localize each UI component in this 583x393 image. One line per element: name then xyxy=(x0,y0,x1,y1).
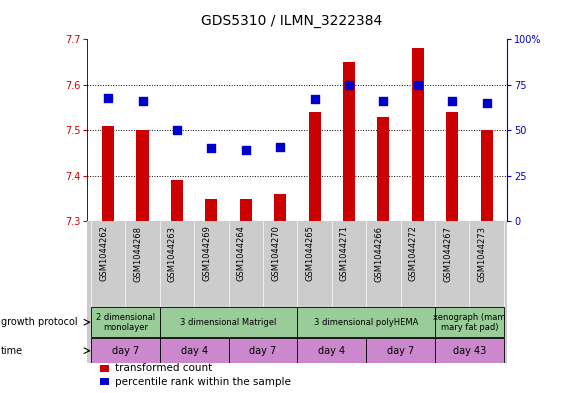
Text: GSM1044266: GSM1044266 xyxy=(374,226,384,281)
Point xyxy=(448,98,457,104)
Text: GSM1044263: GSM1044263 xyxy=(168,226,177,281)
Bar xyxy=(297,307,435,337)
Text: day 4: day 4 xyxy=(318,346,345,356)
Bar xyxy=(343,62,355,221)
Bar xyxy=(91,307,160,337)
Point xyxy=(345,82,354,88)
Bar xyxy=(205,198,217,221)
Point xyxy=(241,147,250,153)
Text: GDS5310 / ILMN_3222384: GDS5310 / ILMN_3222384 xyxy=(201,14,382,28)
Bar xyxy=(91,338,160,363)
Text: 3 dimensional Matrigel: 3 dimensional Matrigel xyxy=(180,318,277,327)
Text: GSM1044273: GSM1044273 xyxy=(477,226,487,281)
Text: GSM1044272: GSM1044272 xyxy=(409,226,418,281)
Text: GSM1044265: GSM1044265 xyxy=(305,226,315,281)
Bar xyxy=(274,194,286,221)
Bar xyxy=(366,338,435,363)
Bar xyxy=(412,48,424,221)
Text: day 4: day 4 xyxy=(181,346,208,356)
Text: GSM1044270: GSM1044270 xyxy=(271,226,280,281)
Bar xyxy=(435,338,504,363)
Text: day 7: day 7 xyxy=(112,346,139,356)
Point xyxy=(206,145,216,152)
Bar xyxy=(480,130,493,221)
Text: day 7: day 7 xyxy=(387,346,414,356)
Bar xyxy=(100,364,109,372)
Point xyxy=(413,82,423,88)
Bar xyxy=(435,307,504,337)
Text: 2 dimensional
monolayer: 2 dimensional monolayer xyxy=(96,312,155,332)
Text: growth protocol: growth protocol xyxy=(1,317,78,327)
Point xyxy=(379,98,388,104)
Text: day 7: day 7 xyxy=(250,346,276,356)
Bar xyxy=(136,130,149,221)
Text: GSM1044262: GSM1044262 xyxy=(99,226,108,281)
Text: xenograph (mam
mary fat pad): xenograph (mam mary fat pad) xyxy=(433,312,505,332)
Bar xyxy=(100,378,109,386)
Bar xyxy=(102,126,114,221)
Bar xyxy=(160,338,229,363)
Text: GSM1044269: GSM1044269 xyxy=(202,226,211,281)
Text: GSM1044267: GSM1044267 xyxy=(443,226,452,281)
Text: GSM1044264: GSM1044264 xyxy=(237,226,245,281)
Point xyxy=(138,98,147,104)
Bar xyxy=(240,198,252,221)
Point xyxy=(275,143,285,150)
Text: transformed count: transformed count xyxy=(115,364,212,373)
Point xyxy=(103,94,113,101)
Text: GSM1044268: GSM1044268 xyxy=(134,226,142,281)
Text: percentile rank within the sample: percentile rank within the sample xyxy=(115,376,290,387)
Bar xyxy=(297,338,366,363)
Text: day 43: day 43 xyxy=(453,346,486,356)
Point xyxy=(172,127,181,134)
Bar xyxy=(229,338,297,363)
Text: 3 dimensional polyHEMA: 3 dimensional polyHEMA xyxy=(314,318,419,327)
Text: GSM1044271: GSM1044271 xyxy=(340,226,349,281)
Bar xyxy=(160,307,297,337)
Bar xyxy=(308,112,321,221)
Bar xyxy=(446,112,458,221)
Text: time: time xyxy=(1,346,23,356)
Point xyxy=(310,96,319,103)
Bar xyxy=(377,117,389,221)
Point xyxy=(482,100,491,106)
Bar xyxy=(171,180,183,221)
